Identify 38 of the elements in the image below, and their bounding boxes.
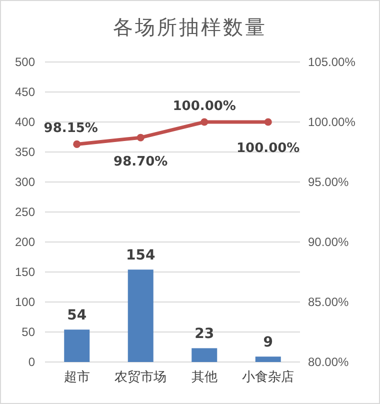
point (264, 118, 272, 126)
data-label: 154 (126, 248, 156, 264)
y-tick-label: 300 (14, 174, 36, 189)
y-tick-label: 100 (14, 294, 36, 309)
y-tick-label: 450 (14, 84, 36, 99)
data-label: 100.00% (236, 141, 300, 156)
data-label: 100.00% (172, 99, 236, 114)
x-tick-label: 小食杂店 (242, 369, 294, 384)
y-tick-label: 400 (14, 114, 36, 129)
y-tick-label: 350 (14, 144, 36, 159)
x-tick-label: 超市 (64, 369, 90, 384)
y2-tick-label: 80.00% (308, 354, 350, 369)
bar (255, 356, 281, 362)
y-tick-label: 50 (22, 324, 36, 339)
y-tick-label: 0 (28, 354, 36, 369)
y2-tick-label: 100.00% (308, 114, 356, 129)
bar (192, 348, 218, 362)
data-label: 54 (67, 308, 87, 324)
data-label: 23 (194, 326, 214, 342)
y-tick-label: 250 (14, 204, 36, 219)
y2-tick-label: 85.00% (308, 294, 350, 309)
bar (64, 330, 90, 362)
x-tick-label: 其他 (191, 369, 218, 384)
data-label: 98.15% (44, 121, 98, 136)
x-tick-label: 农贸市场 (114, 369, 167, 384)
point (136, 134, 144, 142)
y-tick-label: 500 (14, 54, 36, 69)
point (73, 140, 81, 148)
y-tick-label: 200 (14, 234, 36, 249)
y2-tick-label: 90.00% (308, 234, 350, 249)
point (200, 118, 208, 126)
y2-tick-label: 95.00% (308, 174, 350, 189)
bar (128, 270, 154, 362)
data-label: 9 (263, 334, 273, 351)
y-tick-label: 150 (14, 264, 36, 279)
chart-title: 各场所抽样数量 (113, 15, 267, 39)
data-label: 98.70% (114, 154, 168, 170)
y2-tick-label: 105.00% (308, 54, 356, 69)
